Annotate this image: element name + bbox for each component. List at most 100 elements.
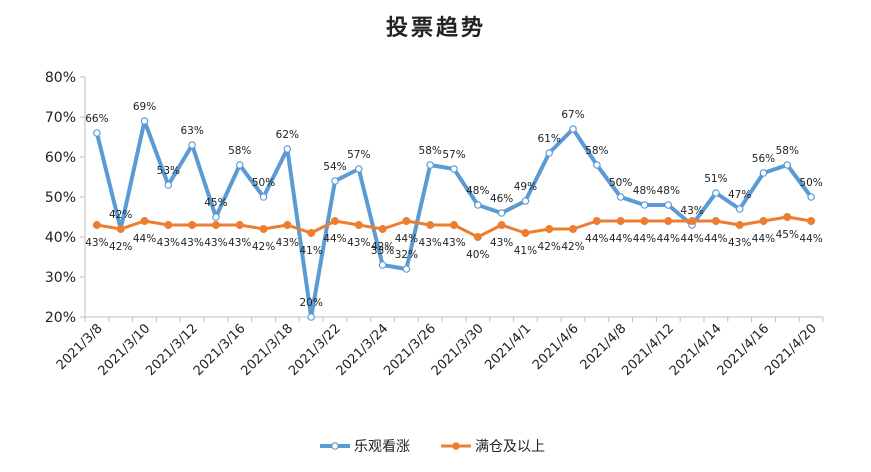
data-label-fullposition: 44% (633, 233, 656, 245)
data-label-fullposition: 43% (276, 237, 299, 249)
data-point-bullish (474, 201, 482, 209)
data-label-bullish: 58% (585, 145, 608, 157)
data-label-bullish: 46% (490, 193, 513, 205)
x-tick-label: 2021/4/1 (482, 321, 534, 373)
data-label-bullish: 47% (728, 189, 751, 201)
data-label-fullposition: 43% (180, 237, 203, 249)
data-point-bullish (735, 205, 744, 213)
data-label-bullish: 43% (680, 205, 703, 217)
data-label-fullposition: 44% (585, 233, 608, 245)
data-point-bullish (331, 177, 339, 185)
data-point-fullposition (354, 220, 363, 230)
data-label-fullposition: 43% (442, 237, 465, 249)
data-point-fullposition (688, 216, 697, 226)
data-label-bullish: 50% (799, 177, 822, 189)
data-label-fullposition: 43% (204, 237, 227, 249)
y-tick-label: 50% (45, 190, 76, 206)
chart-title: 投票趋势 (386, 15, 486, 41)
data-label-fullposition: 44% (704, 233, 727, 245)
data-point-bullish (616, 193, 625, 201)
data-point-fullposition (521, 228, 530, 238)
data-point-fullposition (592, 216, 601, 226)
data-point-bullish (212, 213, 220, 221)
y-tick-label: 60% (45, 150, 76, 166)
y-tick-label: 70% (45, 110, 76, 126)
data-label-bullish: 42% (109, 209, 132, 221)
data-point-bullish (783, 161, 792, 169)
data-point-fullposition (235, 220, 244, 230)
data-label-bullish: 48% (633, 185, 656, 197)
plot-area: 66%42%69%53%63%45%58%50%62%20%54%57%33% 3… (85, 101, 823, 321)
data-label-fullposition: 41% (299, 245, 322, 257)
data-label-fullposition: 44% (680, 233, 703, 245)
y-tick-label: 30% (45, 270, 76, 286)
data-label-fullposition: 44% (609, 233, 632, 245)
data-point-fullposition (402, 216, 411, 226)
data-point-bullish (188, 141, 196, 149)
data-label-bullish: 20% (299, 297, 322, 309)
legend-marker (331, 442, 339, 450)
data-point-bullish (354, 165, 363, 173)
data-point-fullposition (568, 224, 578, 234)
data-label-bullish: 58% (419, 145, 442, 157)
legend-label: 满仓及以上 (475, 439, 545, 455)
y-tick-label: 20% (45, 310, 76, 326)
data-point-bullish (307, 313, 315, 321)
data-label-bullish: 32% (395, 249, 418, 261)
data-label-fullposition: 42% (252, 241, 275, 253)
data-point-bullish (545, 149, 554, 157)
data-label-fullposition: 44% (752, 233, 775, 245)
data-label-bullish: 51% (704, 173, 727, 185)
data-point-fullposition (259, 224, 268, 234)
data-point-bullish (569, 125, 577, 133)
data-point-fullposition (711, 216, 720, 226)
data-label-fullposition: 44% (133, 233, 156, 245)
data-label-fullposition: 43% (728, 237, 751, 249)
data-label-fullposition: 44% (323, 233, 346, 245)
data-point-bullish (807, 193, 815, 201)
data-label-bullish: 57% (347, 149, 370, 161)
data-point-bullish (402, 265, 411, 273)
data-label-bullish: 45% (204, 197, 227, 209)
data-point-bullish (450, 165, 458, 173)
data-point-fullposition (664, 216, 673, 226)
data-point-fullposition (283, 220, 292, 230)
data-label-bullish: 33% (371, 245, 394, 257)
data-label-fullposition: 44% (395, 233, 418, 245)
legend-label: 乐观看涨 (354, 439, 410, 455)
data-label-bullish: 58% (228, 145, 251, 157)
legend-marker (452, 442, 460, 450)
data-point-fullposition (473, 232, 482, 242)
data-label-bullish: 66% (85, 113, 108, 125)
data-label-bullish: 62% (276, 129, 299, 141)
data-label-fullposition: 43% (347, 237, 370, 249)
data-point-fullposition (426, 220, 435, 230)
data-label-bullish: 56% (752, 153, 775, 165)
x-tick-label: 2021/3/30 (429, 321, 487, 379)
x-tick-label: 2021/4/20 (762, 321, 820, 379)
data-label-bullish: 58% (776, 145, 799, 157)
data-point-fullposition (116, 224, 125, 234)
data-point-fullposition (378, 224, 387, 234)
y-axis: 20% 30% 40% 50% 60% 70% 80% (45, 70, 86, 326)
data-point-fullposition (140, 216, 149, 226)
data-point-bullish (759, 169, 768, 177)
data-label-bullish: 67% (561, 109, 584, 121)
data-label-fullposition: 43% (85, 237, 108, 249)
data-point-bullish (664, 201, 673, 209)
data-label-fullposition: 43% (490, 237, 513, 249)
data-label-fullposition: 42% (109, 241, 132, 253)
data-label-bullish: 50% (609, 177, 632, 189)
data-label-fullposition: 41% (514, 245, 537, 257)
data-label-bullish: 61% (538, 133, 561, 145)
legend: 乐观看涨 满仓及以上 (320, 439, 545, 455)
y-tick-label: 80% (45, 70, 76, 86)
data-point-fullposition (307, 228, 316, 238)
data-label-bullish: 57% (442, 149, 465, 161)
data-label-fullposition: 43% (157, 237, 180, 249)
data-point-bullish (426, 161, 434, 169)
data-point-fullposition (807, 216, 816, 226)
data-label-bullish: 54% (323, 161, 346, 173)
y-tick-label: 40% (45, 230, 76, 246)
